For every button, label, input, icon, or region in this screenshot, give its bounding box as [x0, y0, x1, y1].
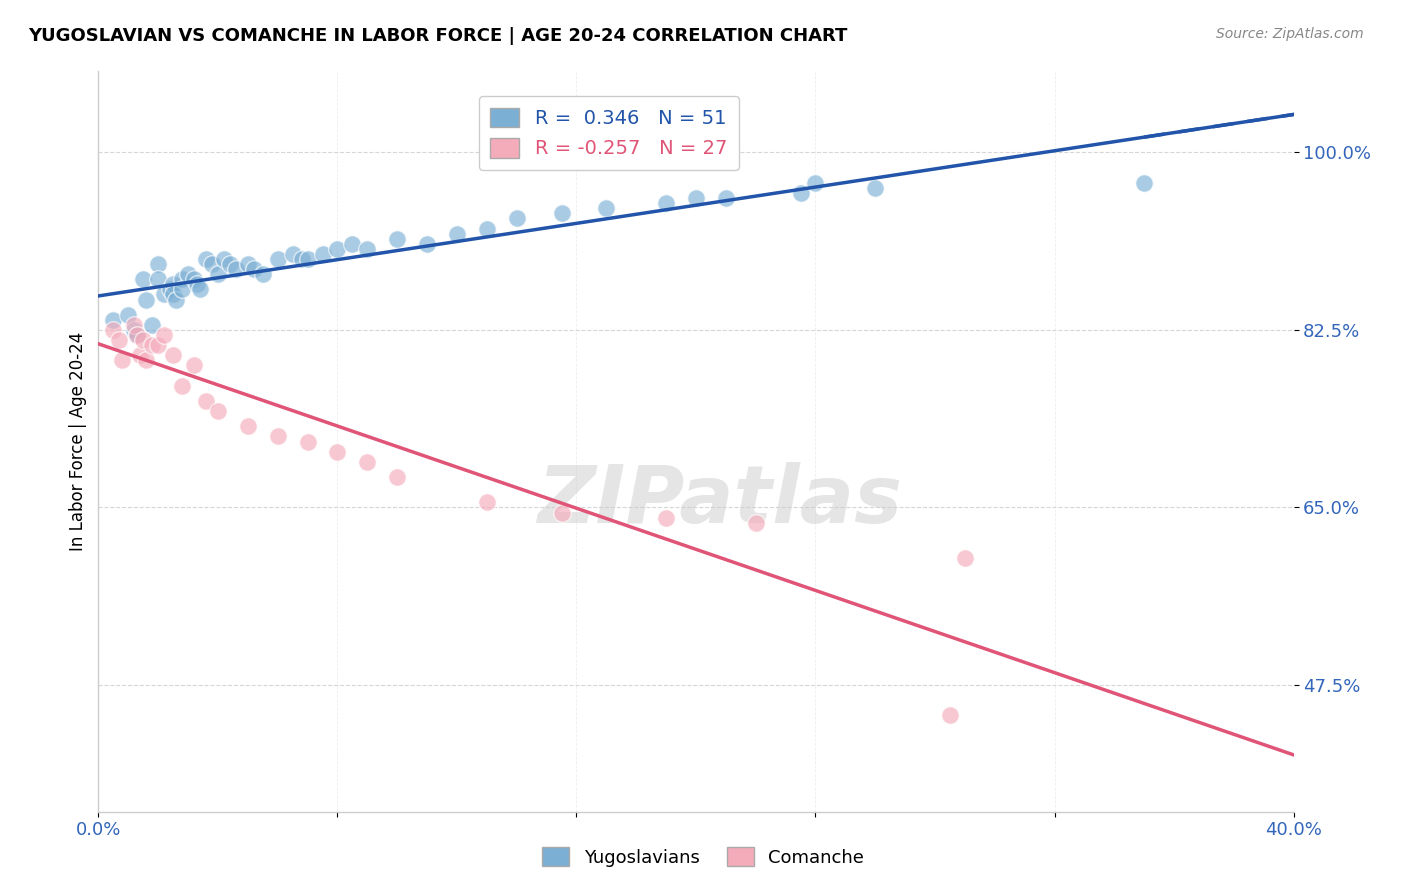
Point: [236, 257, 259, 271]
Point: [356, 455, 378, 469]
Point: [939, 708, 962, 723]
Point: [865, 181, 887, 195]
Point: [183, 272, 205, 286]
Point: [124, 323, 146, 337]
Point: [252, 267, 274, 281]
Point: [385, 232, 409, 246]
Point: [148, 338, 170, 352]
Point: [655, 510, 678, 524]
Point: [236, 419, 259, 434]
Point: [745, 516, 768, 530]
Point: [685, 191, 707, 205]
Point: [416, 236, 439, 251]
Point: [326, 242, 349, 256]
Point: [124, 318, 146, 332]
Point: [186, 277, 208, 292]
Point: [172, 378, 194, 392]
Point: [225, 262, 247, 277]
Point: [326, 444, 349, 458]
Point: [188, 282, 211, 296]
Point: [117, 308, 139, 322]
Point: [789, 186, 811, 200]
Point: [201, 257, 224, 271]
Point: [219, 257, 242, 271]
Point: [141, 338, 163, 352]
Point: [281, 247, 304, 261]
Point: [207, 404, 229, 418]
Text: Source: ZipAtlas.com: Source: ZipAtlas.com: [1216, 27, 1364, 41]
Point: [475, 495, 498, 509]
Point: [714, 191, 737, 205]
Point: [297, 434, 319, 449]
Point: [595, 201, 617, 215]
Point: [172, 272, 194, 286]
Point: [141, 318, 163, 332]
Point: [153, 328, 176, 343]
Point: [342, 236, 364, 251]
Point: [243, 262, 266, 277]
Point: [195, 394, 218, 409]
Point: [506, 211, 529, 226]
Point: [475, 221, 498, 235]
Point: [385, 470, 409, 484]
Point: [446, 227, 468, 241]
Point: [267, 252, 290, 266]
Text: YUGOSLAVIAN VS COMANCHE IN LABOR FORCE | AGE 20-24 CORRELATION CHART: YUGOSLAVIAN VS COMANCHE IN LABOR FORCE |…: [28, 27, 848, 45]
Y-axis label: In Labor Force | Age 20-24: In Labor Force | Age 20-24: [69, 332, 87, 551]
Point: [127, 328, 149, 343]
Point: [953, 551, 976, 566]
Point: [108, 333, 131, 347]
Point: [550, 506, 572, 520]
Point: [267, 429, 290, 443]
Point: [177, 267, 200, 281]
Point: [172, 282, 194, 296]
Point: [1133, 176, 1156, 190]
Point: [127, 328, 149, 343]
Legend: R =  0.346   N = 51, R = -0.257   N = 27: R = 0.346 N = 51, R = -0.257 N = 27: [478, 95, 740, 170]
Point: [135, 293, 157, 307]
Point: [162, 287, 184, 301]
Point: [207, 267, 229, 281]
Point: [195, 252, 218, 266]
Point: [132, 333, 155, 347]
Point: [212, 252, 235, 266]
Point: [291, 252, 314, 266]
Point: [165, 293, 187, 307]
Point: [103, 323, 125, 337]
Point: [162, 348, 184, 362]
Point: [297, 252, 319, 266]
Point: [129, 348, 152, 362]
Point: [111, 353, 134, 368]
Point: [655, 196, 678, 211]
Point: [103, 313, 125, 327]
Legend: Yugoslavians, Comanche: Yugoslavians, Comanche: [534, 840, 872, 874]
Point: [153, 287, 176, 301]
Text: ZIPatlas: ZIPatlas: [537, 462, 903, 540]
Point: [550, 206, 572, 220]
Point: [183, 359, 205, 373]
Point: [159, 282, 181, 296]
Point: [148, 257, 170, 271]
Point: [804, 176, 827, 190]
Point: [148, 272, 170, 286]
Point: [162, 277, 184, 292]
Point: [132, 272, 155, 286]
Point: [311, 247, 333, 261]
Point: [135, 353, 157, 368]
Point: [356, 242, 378, 256]
